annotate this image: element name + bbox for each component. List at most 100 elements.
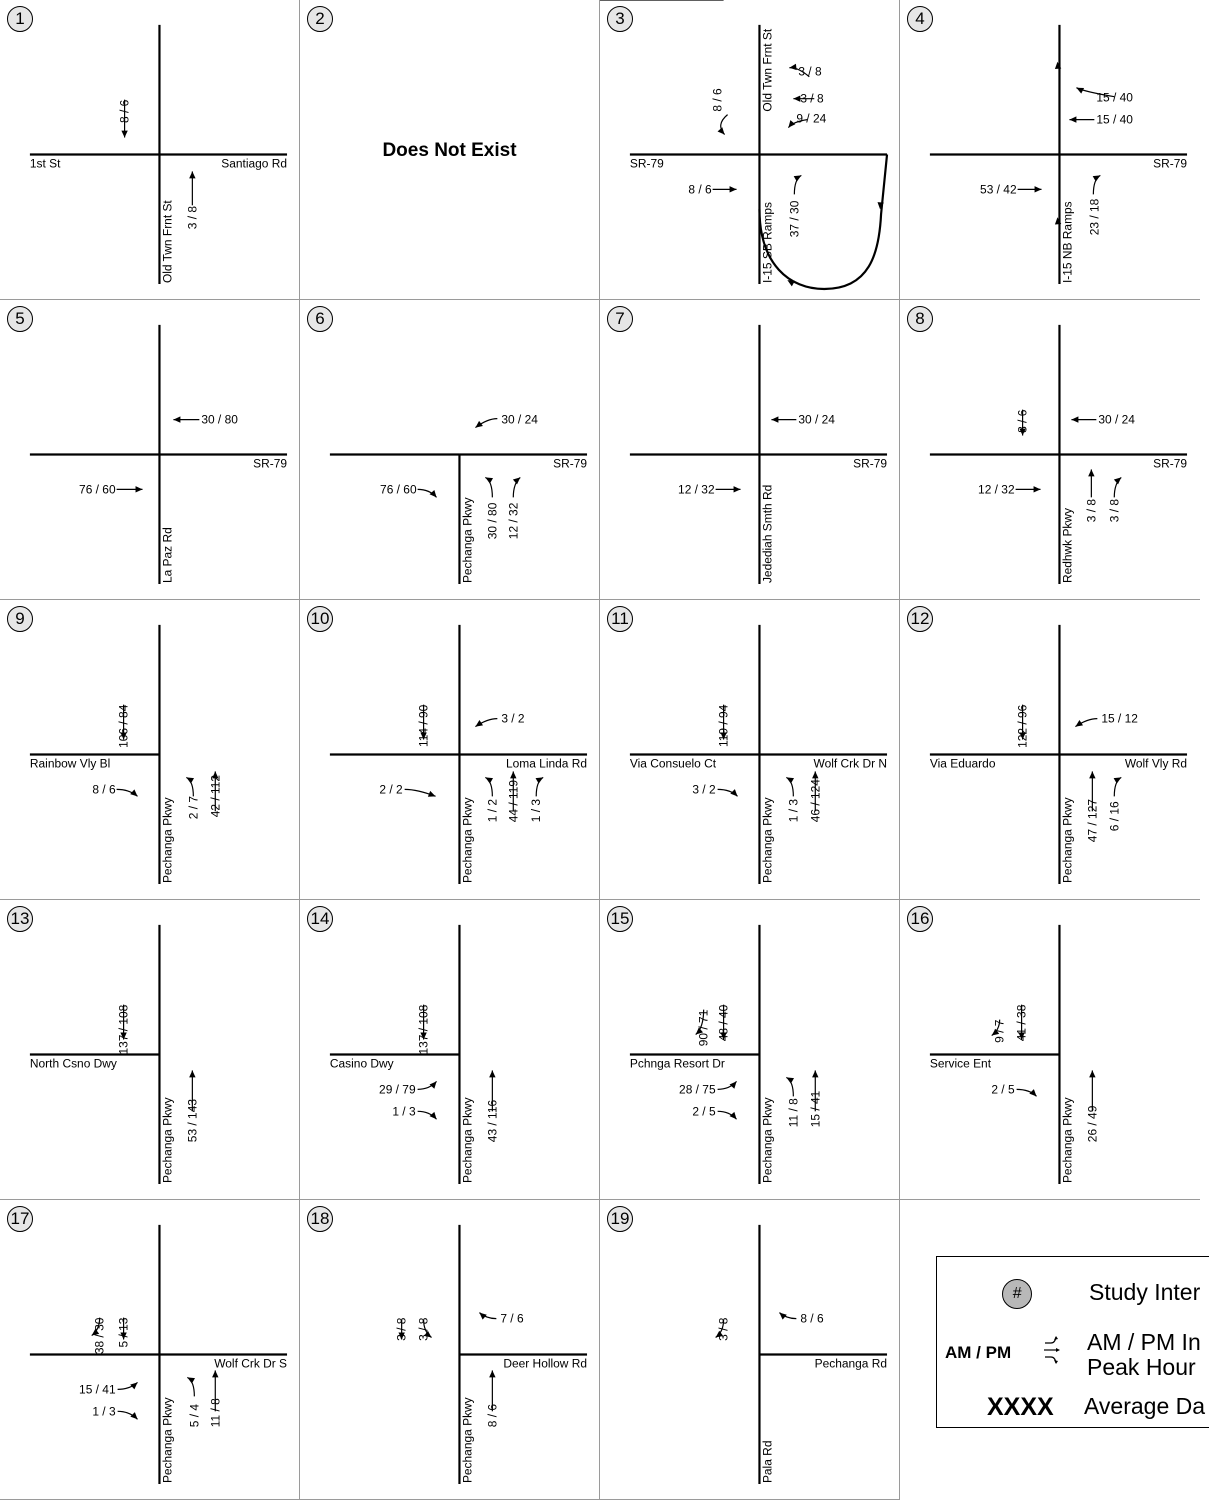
turn-arrow	[475, 718, 498, 728]
intersection-number-badge: 11	[607, 606, 633, 632]
turn-arrow	[512, 476, 521, 498]
volume-label: 30 / 80	[201, 413, 238, 427]
street-name-south: Pechanga Pkwy	[160, 797, 174, 883]
volume-label: 41 / 38	[1015, 1004, 1029, 1041]
volume-label: 15 / 40	[1096, 113, 1133, 127]
intersection-5: 5 SR-79 La Paz Rd 30 / 80 76 / 60	[0, 300, 300, 600]
volume-label: 11 / 8	[208, 1398, 222, 1427]
volume-label: 29 / 79	[379, 1082, 416, 1096]
street-name-west: Via Eduardo	[930, 756, 996, 770]
volume-label: 2 / 5	[991, 1082, 1015, 1096]
street-name-south: Pechanga Pkwy	[160, 1097, 174, 1183]
road-lines	[29, 624, 161, 885]
turn-arrow	[417, 488, 437, 498]
street-name-east: Loma Linda Rd	[506, 756, 587, 770]
legend-badge-label: #	[1012, 1285, 1022, 1302]
volume-label: 12 / 32	[678, 482, 715, 496]
volume-label: 9 / 24	[796, 112, 826, 126]
flow-arrow	[812, 771, 819, 812]
volume-label: 3 / 2	[692, 782, 716, 796]
intersection-diagram: Service Ent Pechanga Pkwy 9 / 7 41 / 38 2 / …	[929, 924, 1099, 1185]
flow-arrow	[189, 1070, 196, 1112]
does-not-exist-label: Does Not Exist	[382, 140, 517, 161]
turn-arrow	[1076, 87, 1115, 98]
street-name-east: Wolf Crk Dr N	[814, 756, 888, 770]
flow-arrow	[1088, 469, 1095, 498]
flow-arrow	[420, 1004, 427, 1040]
intersection-number-badge: 13	[7, 906, 33, 932]
flow-arrow	[715, 486, 741, 493]
volume-label: 8 / 6	[92, 782, 116, 796]
volume-label: 15 / 41	[808, 1090, 822, 1127]
flow-arrow	[1019, 409, 1026, 436]
legend-ampm-desc-1: AM / PM In	[1087, 1329, 1201, 1355]
street-name-south: Pechanga Pkwy	[1060, 1097, 1074, 1183]
road-lines	[929, 924, 1061, 1185]
legend-badge-icon: #	[1002, 1279, 1032, 1309]
turn-arrow	[1016, 1088, 1037, 1097]
street-name-south: Pechanga Pkwy	[160, 1397, 174, 1483]
road-lines	[629, 24, 888, 285]
turn-arrow	[793, 174, 802, 195]
intersection-diagram: North Csno Dwy Pechanga Pkwy 137 / 108 53 /…	[29, 924, 199, 1185]
volume-label: 15 / 40	[1096, 91, 1133, 105]
volume-label: 1 / 3	[92, 1404, 116, 1418]
flow-arrow	[1089, 771, 1096, 812]
turn-arrow	[786, 776, 795, 797]
road-lines	[929, 24, 1188, 285]
volume-label: 3 / 2	[501, 712, 525, 726]
flow-arrow	[1019, 704, 1026, 740]
volume-label: 3 / 8	[185, 206, 199, 230]
volume-label: 30 / 24	[501, 413, 538, 427]
road-lines	[329, 924, 461, 1185]
flow-arrow	[720, 704, 727, 740]
flow-arrow	[489, 1070, 496, 1112]
volume-label: 1 / 3	[392, 1104, 416, 1118]
street-name-east: Santiago Rd	[221, 156, 287, 170]
intersection-number-badge: 18	[307, 1206, 333, 1232]
turn-arrow	[404, 788, 436, 797]
intersection-2: 2 Does Not Exist	[300, 0, 600, 300]
volume-label: 11 / 8	[786, 1098, 800, 1127]
volume-label: 53 / 42	[980, 182, 1017, 196]
volume-label: 15 / 41	[79, 1382, 116, 1396]
volume-label: 8 / 6	[1016, 409, 1030, 433]
road-lines	[29, 24, 288, 285]
turn-arrow	[417, 1110, 437, 1120]
intersection-number-badge: 3	[607, 6, 633, 32]
flow-arrow	[1018, 1004, 1025, 1040]
flow-arrow	[1089, 1070, 1096, 1112]
volume-label: 137 / 108	[417, 1004, 431, 1054]
intersection-number-badge: 4	[907, 6, 933, 32]
volume-label: 1 / 3	[786, 799, 800, 823]
volume-label: 37 / 30	[787, 200, 801, 237]
legend-study-label: Study Inter	[1089, 1279, 1201, 1305]
intersection-diagram: SR-79 Redhwk Pkwy 8 / 6 30 / 24 12 / 32 3 / 8…	[929, 324, 1188, 585]
intersection-16: 16 Service Ent Pechanga Pkwy 9 / 7 41 / 38 2 …	[900, 900, 1200, 1200]
street-name-south: Pechanga Pkwy	[460, 797, 474, 883]
flow-arrow	[212, 771, 219, 812]
turn-arrow	[187, 1376, 196, 1397]
intersection-17: 17 Wolf Crk Dr S Pechanga Pkwy 38 / 30 5 / 1…	[0, 1200, 300, 1500]
flow-arrow	[116, 486, 143, 493]
flow-arrow	[173, 416, 200, 423]
road-lines	[758, 1224, 888, 1485]
intersection-8: 8 SR-79 Redhwk Pkwy 8 / 6 30 / 24 12 / 32 3 / …	[900, 300, 1200, 600]
volume-label: 28 / 75	[679, 1082, 716, 1096]
flow-arrow	[720, 1004, 727, 1040]
volume-label: 12 / 32	[506, 502, 520, 539]
road-lines	[629, 924, 761, 1185]
road-lines	[629, 324, 888, 585]
street-name-east: Wolf Crk Dr S	[214, 1356, 287, 1370]
turn-arrow	[1092, 174, 1101, 195]
turn-arrow	[789, 63, 810, 78]
street-name-east: Wolf Vly Rd	[1125, 756, 1187, 770]
turn-arrow	[417, 1080, 437, 1090]
legend-adt-key: XXXX	[987, 1393, 1054, 1421]
volume-label: 1 / 2	[485, 799, 499, 823]
volume-label: 8 / 6	[711, 88, 725, 112]
road-lines	[929, 324, 1188, 585]
volume-label: 23 / 18	[1087, 198, 1101, 235]
flow-arrow	[812, 1070, 819, 1112]
legend: # Study Inter AM / PM AM / PM In Peak Ho…	[936, 1256, 1209, 1428]
